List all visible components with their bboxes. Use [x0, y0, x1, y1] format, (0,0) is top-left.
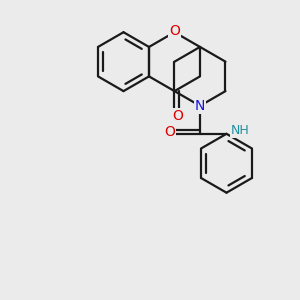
Text: NH: NH	[231, 124, 250, 137]
Text: N: N	[195, 99, 205, 113]
Text: O: O	[169, 24, 180, 38]
Text: O: O	[172, 109, 184, 123]
Text: O: O	[164, 125, 175, 139]
